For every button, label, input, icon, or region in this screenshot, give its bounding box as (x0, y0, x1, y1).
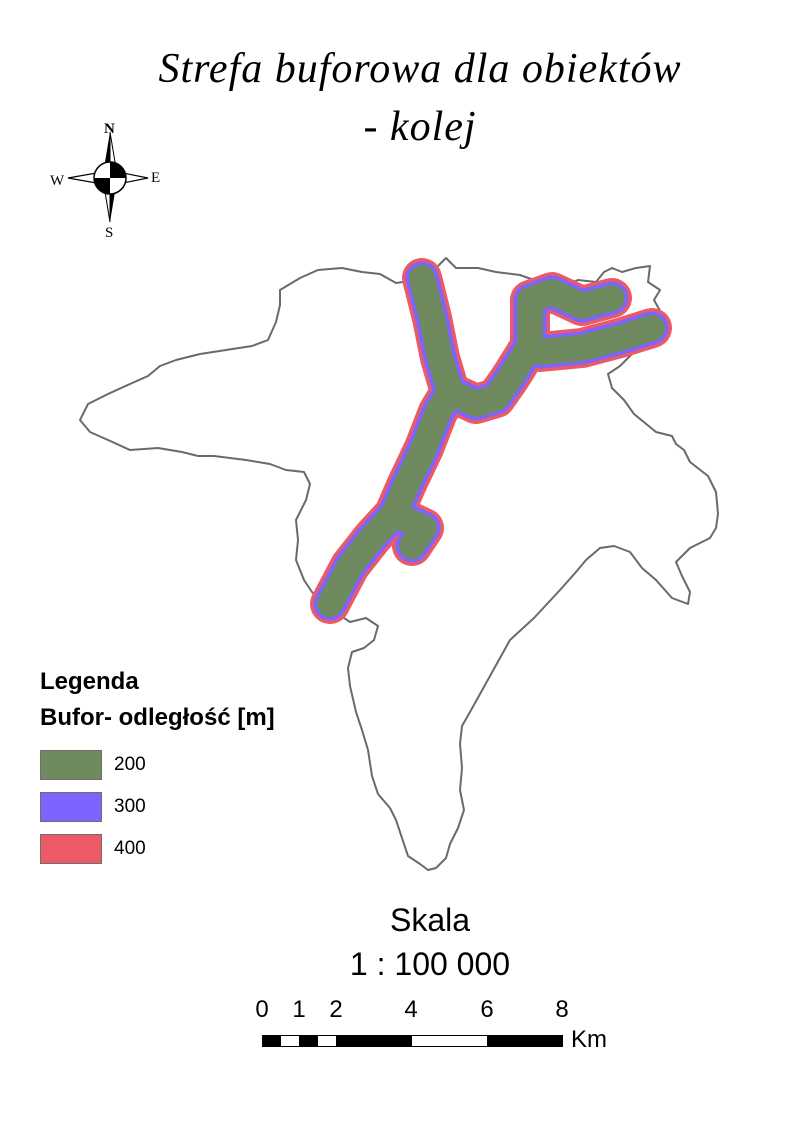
legend-swatch-300 (40, 792, 102, 822)
scalebar-ticks: 0 1 2 4 6 8 (0, 996, 794, 1026)
legend-heading: Legenda (40, 668, 139, 695)
scalebar-tick-label: 8 (555, 996, 569, 1023)
legend-label-300: 300 (114, 796, 146, 817)
legend: Legenda Bufor- odległość [m] 200 300 400 (40, 664, 275, 876)
scalebar-segment (317, 1035, 337, 1047)
scalebar-tick-label: 2 (329, 996, 343, 1023)
scalebar-tick-label: 6 (480, 996, 494, 1023)
south-label: S (105, 225, 113, 241)
scalebar-tick-label: 0 (255, 996, 269, 1023)
map-title: Strefa buforowa dla obiektów - kolej (40, 40, 794, 156)
north-label: N (104, 121, 115, 137)
legend-label-400: 400 (114, 838, 146, 859)
legend-subheading: Bufor- odległość [m] (40, 704, 275, 731)
scale-heading: Skala (389, 902, 471, 938)
compass-rose-icon (67, 131, 149, 223)
scalebar-segment (262, 1035, 281, 1047)
buffer-300 (313, 261, 669, 621)
legend-items: 200 300 400 (40, 750, 275, 876)
scalebar-segment (336, 1035, 412, 1047)
north-arrow: N E S W (50, 121, 160, 241)
buffer-200 (317, 265, 665, 617)
legend-item: 400 (40, 834, 275, 876)
scalebar-segment (299, 1035, 318, 1047)
scalebar-tick-label: 4 (404, 996, 418, 1023)
scale-ratio: 1 : 100 000 (349, 946, 511, 982)
legend-item: 300 (40, 792, 275, 834)
legend-swatch-400 (40, 834, 102, 864)
map-title-line-1: Strefa buforowa dla obiektów (158, 46, 682, 92)
east-label: E (151, 170, 160, 186)
legend-label-200: 200 (114, 754, 146, 775)
scalebar-tick-label: 1 (292, 996, 306, 1023)
scale-unit: Km (571, 1026, 607, 1053)
scalebar-segment (280, 1035, 300, 1047)
scalebar-segment (411, 1035, 488, 1047)
region-boundary (79, 257, 719, 871)
scalebar-segment (487, 1035, 563, 1047)
legend-swatch-200 (40, 750, 102, 780)
west-label: W (50, 173, 65, 189)
map-title-line-2: - kolej (363, 104, 477, 150)
legend-item: 200 (40, 750, 275, 792)
